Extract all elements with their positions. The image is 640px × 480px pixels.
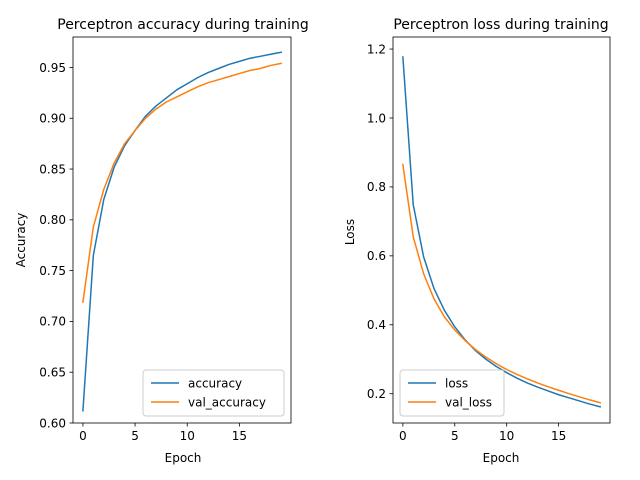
accuracy-y-tick-label: 0.75 (39, 264, 66, 278)
loss-y-tick-label: 1.0 (367, 111, 386, 125)
accuracy-y-tick-label: 0.65 (39, 366, 66, 380)
loss-y-tick-label: 0.4 (367, 318, 386, 332)
accuracy-y-axis-label: Accuracy (14, 213, 28, 268)
accuracy-y-tick-label: 0.85 (39, 162, 66, 176)
accuracy-legend: accuracy val_accuracy (142, 369, 285, 417)
legend-label-accuracy: accuracy (188, 376, 242, 390)
accuracy-y-tick-label: 0.60 (39, 416, 66, 430)
loss-x-tick-label: 0 (399, 429, 407, 443)
accuracy-x-axis-label: Epoch (165, 451, 202, 465)
accuracy-y-tick-label: 0.70 (39, 315, 66, 329)
accuracy-x-tick-label: 5 (131, 429, 139, 443)
loss-ticks: 0 5 10 15 0.2 0.4 0.6 0.8 1.0 1.2 (367, 42, 566, 443)
loss-plot-frame (392, 36, 611, 424)
accuracy-plot-frame (72, 36, 292, 424)
accuracy-lines (82, 51, 282, 412)
accuracy-chart-title: Perceptron accuracy during training (57, 17, 309, 33)
series-line-val-loss (402, 163, 602, 404)
accuracy-x-tick-label: 0 (79, 429, 87, 443)
loss-legend-box (399, 369, 505, 417)
loss-x-tick-label: 5 (451, 429, 459, 443)
accuracy-ticks: 0 5 10 15 0.60 0.65 0.70 0.75 0.80 0.85 0.90 0.95 (39, 61, 247, 443)
accuracy-y-tick-label: 0.90 (39, 112, 66, 126)
accuracy-legend-box (142, 369, 285, 417)
accuracy-subplot: Perceptron accuracy during training Epoc… (14, 17, 309, 465)
loss-y-tick-label: 0.6 (367, 249, 386, 263)
legend-label-loss: loss (445, 376, 468, 390)
loss-y-tick-label: 0.2 (367, 387, 386, 401)
loss-x-tick-label: 10 (499, 429, 514, 443)
loss-chart-title: Perceptron loss during training (393, 17, 608, 33)
loss-legend: loss val_loss (399, 369, 505, 417)
loss-x-axis-label: Epoch (483, 451, 520, 465)
series-line-accuracy (82, 51, 282, 412)
accuracy-y-tick-label: 0.95 (39, 61, 66, 75)
accuracy-x-tick-label: 10 (180, 429, 195, 443)
loss-x-tick-label: 15 (551, 429, 566, 443)
loss-y-tick-label: 0.8 (367, 180, 386, 194)
series-line-val-accuracy (82, 62, 282, 303)
accuracy-x-tick-label: 15 (232, 429, 247, 443)
loss-subplot: Perceptron loss during training Epoch Lo… (343, 17, 611, 465)
loss-y-axis-label: Loss (343, 219, 357, 245)
loss-y-tick-label: 1.2 (367, 42, 386, 56)
legend-label-val-accuracy: val_accuracy (188, 395, 266, 409)
legend-label-val-loss: val_loss (445, 395, 492, 409)
accuracy-y-tick-label: 0.80 (39, 213, 66, 227)
